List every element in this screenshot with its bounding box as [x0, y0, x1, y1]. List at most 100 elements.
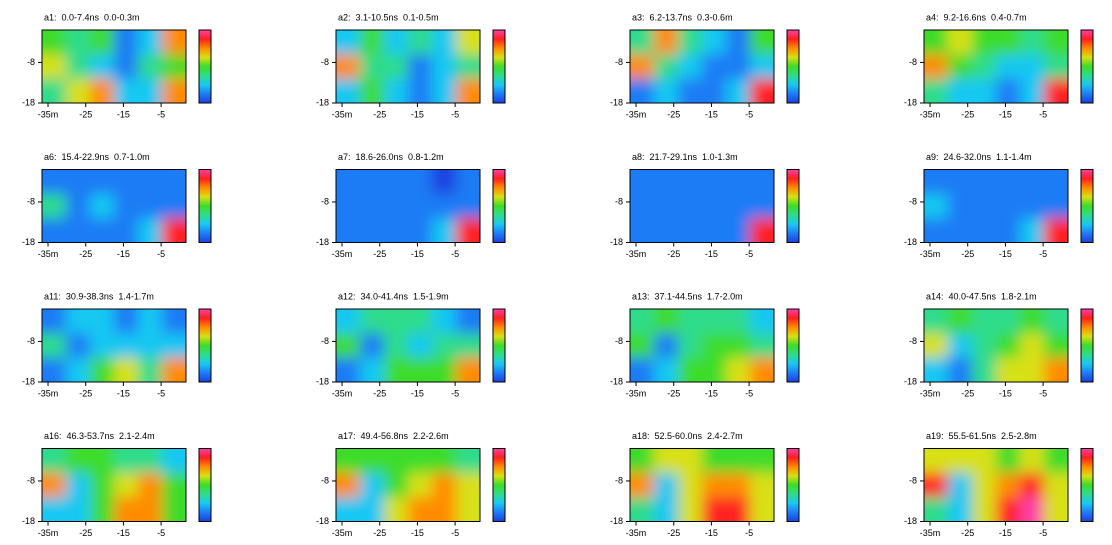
heat-cell: [1020, 193, 1045, 219]
heat-cell: [972, 333, 997, 359]
heat-cell: [1020, 218, 1045, 243]
heat-cell: [432, 218, 457, 243]
x-tick-label: -15: [705, 528, 718, 538]
x-tick-label: -25: [961, 249, 974, 259]
heat-cell: [996, 218, 1021, 243]
x-tick-label: -5: [1039, 109, 1047, 119]
heatmap-cells: [336, 169, 480, 243]
panel-title: a1: 0.0-7.4ns 0.0-0.3m: [44, 12, 140, 22]
heat-cell: [702, 472, 727, 498]
heat-cell: [456, 357, 480, 382]
heat-cell: [678, 448, 703, 474]
heat-cell: [1020, 78, 1045, 103]
y-tick-label: -18: [610, 237, 623, 247]
x-tick-label: -5: [451, 249, 459, 259]
x-tick-label: -5: [157, 249, 165, 259]
heat-cell: [1020, 30, 1045, 55]
heat-cell: [750, 169, 774, 195]
panel-title: a11: 30.9-38.3ns 1.4-1.7m: [44, 291, 154, 301]
heat-cell: [408, 472, 433, 498]
x-tick-label: -15: [117, 528, 130, 538]
heat-cell: [972, 357, 997, 382]
heat-cell: [702, 333, 727, 359]
heat-cell: [384, 30, 409, 55]
heat-cell: [114, 193, 139, 219]
x-tick-label: -15: [705, 109, 718, 119]
heatmap: [42, 169, 186, 243]
x-tick-label: -25: [79, 109, 92, 119]
heat-cell: [384, 169, 409, 195]
heat-cell: [384, 472, 409, 498]
heat-cell: [726, 472, 751, 498]
heat-cell: [456, 54, 480, 80]
x-tick-label: -35m: [626, 388, 647, 398]
panel-title: a6: 15.4-22.9ns 0.7-1.0m: [44, 152, 150, 162]
heat-cell: [678, 497, 703, 522]
heat-cell: [408, 218, 433, 243]
heat-cell: [948, 78, 973, 103]
heat-cell: [90, 169, 115, 195]
heat-cell: [996, 333, 1021, 359]
heat-cell: [630, 309, 655, 334]
panel-title: a3: 6.2-13.7ns 0.3-0.6m: [632, 12, 733, 22]
heat-cell: [138, 472, 163, 498]
heat-cell: [114, 333, 139, 359]
heat-cell: [114, 218, 139, 243]
heat-cell: [654, 193, 679, 219]
heat-cell: [996, 169, 1021, 195]
heat-cell: [678, 78, 703, 103]
heat-cell: [630, 497, 655, 522]
heat-cell: [972, 54, 997, 80]
heat-cell: [408, 333, 433, 359]
x-tick-label: -5: [451, 109, 459, 119]
x-tick-label: -25: [79, 528, 92, 538]
heatmap-cells: [336, 30, 480, 103]
heat-cell: [384, 357, 409, 382]
y-tick-label: -8: [909, 196, 917, 206]
heat-cell: [726, 357, 751, 382]
plot-frame: [41, 308, 187, 383]
heat-cell: [432, 169, 457, 195]
heat-cell: [924, 54, 949, 80]
heat-cell: [90, 472, 115, 498]
x-tick-label: -5: [451, 388, 459, 398]
heat-cell: [66, 78, 91, 103]
heat-cell: [138, 333, 163, 359]
colorbar: [492, 448, 506, 522]
colorbar: [1080, 29, 1094, 104]
heat-cell: [924, 78, 949, 103]
heat-cell: [42, 333, 67, 359]
heat-cell: [42, 448, 67, 474]
heat-cell: [336, 472, 361, 498]
heat-cell: [654, 472, 679, 498]
heat-cell: [66, 169, 91, 195]
heat-cell: [702, 78, 727, 103]
heat-cell: [336, 30, 361, 55]
heat-cell: [42, 30, 67, 55]
heat-cell: [972, 218, 997, 243]
heat-cell: [702, 357, 727, 382]
heat-cell: [432, 30, 457, 55]
panel-title: a13: 37.1-44.5ns 1.7-2.0m: [632, 291, 743, 301]
heat-cell: [702, 54, 727, 80]
heat-cell: [948, 333, 973, 359]
heat-cell: [336, 497, 361, 522]
heat-cell: [138, 78, 163, 103]
heat-cell: [138, 54, 163, 80]
colorbar: [492, 29, 506, 104]
x-tick-label: -25: [961, 109, 974, 119]
heat-cell: [1044, 78, 1068, 103]
y-tick-label: -18: [316, 97, 329, 107]
heat-cell: [456, 472, 480, 498]
x-tick-label: -15: [705, 388, 718, 398]
heat-cell: [996, 193, 1021, 219]
heat-cell: [924, 333, 949, 359]
heat-cell: [630, 218, 655, 243]
x-tick-label: -35m: [332, 388, 353, 398]
heat-cell: [726, 497, 751, 522]
heat-cell: [114, 78, 139, 103]
x-tick-label: -25: [667, 528, 680, 538]
heat-cell: [948, 357, 973, 382]
x-tick-label: -15: [411, 249, 424, 259]
heat-cell: [114, 497, 139, 522]
